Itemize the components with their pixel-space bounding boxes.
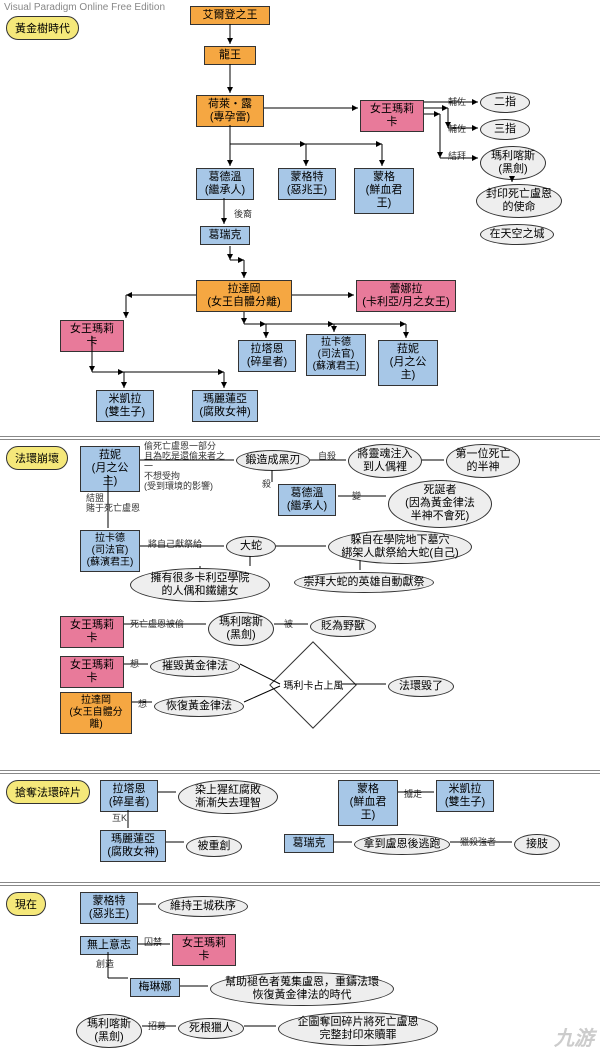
first-death: 第一位死亡 的半神 (446, 444, 520, 478)
rykard: 拉卡德 (司法官) (蘇濱君王) (306, 334, 366, 376)
aux-3: 結拜 (448, 152, 466, 162)
destroy-law: 摧毀黃金律法 (150, 656, 240, 677)
offer-label: 將自己獻祭給 (148, 540, 202, 550)
serpent-worship: 崇拜大蛇的英雄自動獻祭 (294, 572, 434, 593)
radagon: 拉達岡 (女王自體分離) (196, 280, 292, 312)
radahn-2: 拉塔恩 (碎星者) (100, 780, 158, 812)
kill-label: 殺 (262, 480, 271, 490)
ranni-2: 菈妮 (月之公主) (80, 446, 140, 492)
rykard-2: 拉卡德 (司法官) (蘇濱君王) (80, 530, 140, 572)
malenia: 瑪麗蓮亞 (腐敗女神) (192, 390, 258, 422)
godwyn: 葛德溫 (繼承人) (196, 168, 254, 200)
ranni-note: 偷死亡盧恩一部分 且為吃是還偷来者之一 不想受拘 (受到環境的影響) (144, 442, 230, 491)
miquella: 米凱拉 (雙生子) (96, 390, 154, 422)
graft: 接肢 (514, 834, 560, 855)
era-label-2: 法環崩壞 (6, 446, 68, 470)
marika-wins-diamond: 瑪利卡占上風 (269, 641, 357, 729)
marika-3: 女王瑪莉卡 (60, 616, 124, 648)
malenia-2: 瑪麗蓮亞 (腐敗女神) (100, 830, 166, 862)
mohg: 蒙格 (鮮血君王) (354, 168, 414, 214)
imprison-label: 囚禁 (144, 938, 162, 948)
marika-5: 女王瑪莉卡 (172, 934, 236, 966)
was-label: 被 (284, 620, 293, 630)
flee: 拿到盧恩後逃跑 (354, 834, 450, 855)
want-1: 想 (130, 660, 139, 670)
melina-help: 幫助褪色者蒐集盧恩，重鑄法環 恢復黃金律法的時代 (210, 972, 394, 1006)
maliketh-1: 瑪利喀斯 (黑劍) (480, 146, 546, 180)
great-serpent: 大蛇 (226, 536, 276, 557)
wounded: 被重創 (186, 836, 242, 857)
godrick: 葛瑞克 (200, 226, 250, 245)
miquella-2: 米凱拉 (雙生子) (436, 780, 494, 812)
queen-marika-1: 女王瑪莉卡 (360, 100, 424, 132)
descendant-label: 後裔 (234, 210, 252, 220)
section3-edges (0, 774, 600, 874)
change-label: 變 (352, 492, 361, 502)
academy-dolls: 擁有很多卡利亞學院 的人偶和鐵鏽女 (130, 568, 270, 602)
site-logo: 九游 (554, 1022, 594, 1051)
alliance: 結盟 賭于死亡盧恩 (86, 494, 140, 514)
radahn: 拉塔恩 (碎星者) (238, 340, 296, 372)
era-label: 黃金樹時代 (6, 16, 79, 40)
deathroot-hunter: 死根獵人 (178, 1018, 244, 1039)
beast: 貶為野獸 (310, 616, 376, 637)
stolen-label: 死亡盧恩被偷 (130, 620, 184, 630)
era-label-4: 現在 (6, 892, 46, 916)
soul-doll: 將靈魂注入 到人偶裡 (348, 444, 422, 478)
marika-4: 女王瑪莉卡 (60, 656, 124, 688)
maliketh-3: 瑪利喀斯 (黑劍) (76, 1014, 142, 1048)
queen-marika-2: 女王瑪莉卡 (60, 320, 124, 352)
era-label-3: 搶奪法環碎片 (6, 780, 90, 804)
want-2: 想 (138, 700, 147, 710)
recruit-label: 招募 (148, 1022, 166, 1032)
godwyn-2: 葛德溫 (繼承人) (278, 484, 336, 516)
dead-prince: 死誕者 (因為黃金律法 半神不會死) (388, 480, 492, 528)
maliketh-2: 瑪利喀斯 (黑劍) (208, 612, 274, 646)
take-label: 擄走 (404, 790, 422, 800)
section-golden-era: 黃金樹時代 艾爾登之王 龍王 荷萊・露 (專孕雷) 女王瑪莉卡 輔佐 輔佐 結拜… (0, 0, 600, 440)
dragon-king: 龍王 (204, 46, 256, 65)
seal-death: 封印死亡盧恩 的使命 (476, 184, 562, 218)
title-elden-lord: 艾爾登之王 (190, 6, 270, 25)
section-shattering: 法環崩壞 菈妮 (月之公主) 偷死亡盧恩一部分 且為吃是還偷来者之一 不想受拘 … (0, 440, 600, 774)
morgott: 蒙格特 (惡兆王) (278, 168, 336, 200)
ranni: 菈妮 (月之公主) (378, 340, 438, 386)
three-fingers: 三指 (480, 119, 530, 140)
aux-1: 輔佐 (448, 98, 466, 108)
two-fingers: 二指 (480, 92, 530, 113)
ring-broken: 法環毀了 (388, 676, 454, 697)
hunt-label: 獵殺強者 (460, 838, 496, 848)
maintain-order: 維持王城秩序 (158, 896, 248, 917)
section-shard-war: 搶奪法環碎片 拉塔恩 (碎星者) 染上猩紅腐敗 漸漸失去理智 蒙格 (鮮血君王)… (0, 774, 600, 886)
rennala: 蕾娜拉 (卡利亞/月之女王) (356, 280, 456, 312)
vs-label: 互K (112, 814, 127, 824)
morgott-2: 蒙格特 (惡兆王) (80, 892, 138, 924)
section-now: 現在 蒙格特 (惡兆王) 維持王城秩序 無上意志 囚禁 女王瑪莉卡 創造 梅琳娜… (0, 886, 600, 1057)
radagon-2: 拉達岡 (女王自體分離) (60, 692, 132, 734)
suicide: 自殺 (318, 452, 336, 462)
hoarah-loux: 荷萊・露 (專孕雷) (196, 95, 264, 127)
melina: 梅琳娜 (130, 978, 180, 997)
basement: 躲自在學院地下墓穴 綁架人獻祭給大蛇(自己) (328, 530, 472, 564)
godrick-2: 葛瑞克 (284, 834, 334, 853)
restore-law: 恢復黃金律法 (154, 696, 244, 717)
create-label: 創造 (96, 960, 114, 970)
scarlet-rot: 染上猩紅腐敗 漸漸失去理智 (178, 780, 278, 814)
aux-2: 輔佐 (448, 125, 466, 135)
mohg-2: 蒙格 (鮮血君王) (338, 780, 398, 826)
forge-blade: 鍛造成黑刃 (236, 450, 310, 471)
maliketh-plan: 企圖奪回碎片將死亡盧恩 完整封印來贖罪 (278, 1012, 438, 1046)
greater-will: 無上意志 (80, 936, 138, 955)
in-sky-city: 在天空之城 (480, 224, 554, 245)
